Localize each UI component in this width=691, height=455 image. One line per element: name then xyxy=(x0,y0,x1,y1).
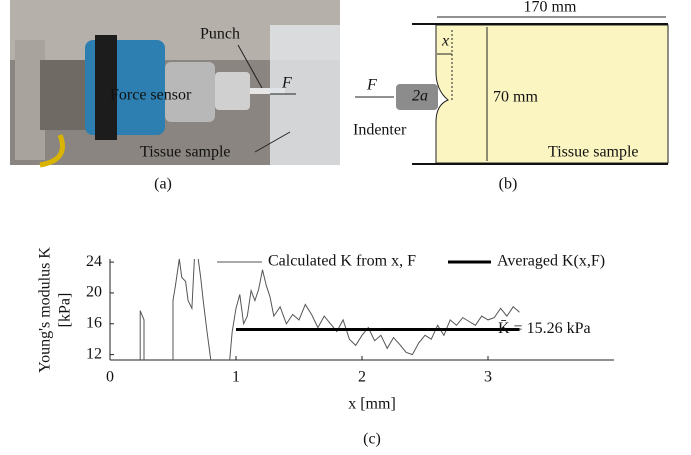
y-label: Young's modulus K xyxy=(37,247,54,373)
y-tick-label: 24 xyxy=(86,253,102,270)
legend-label: Calculated K from x, F xyxy=(268,253,416,270)
caption: (c) xyxy=(363,431,381,448)
photo-label: Tissue sample xyxy=(140,144,231,161)
x-tick-label: 0 xyxy=(106,369,114,386)
photo-label: F xyxy=(281,75,292,92)
diagram-label: 70 mm xyxy=(493,89,538,106)
annotation: K̄ = 15.26 kPa xyxy=(498,320,591,337)
sample-shape xyxy=(435,24,669,164)
leader xyxy=(254,131,291,153)
x-tick-label: 2 xyxy=(358,369,366,386)
diagram-label: F xyxy=(366,77,377,94)
indenter xyxy=(396,84,438,110)
data-line xyxy=(139,258,520,361)
diagram-label: Indenter xyxy=(353,122,407,139)
x-label: x [mm] xyxy=(348,396,396,413)
diagram-label: x xyxy=(441,33,449,50)
photo-label: Force sensor xyxy=(110,87,192,104)
legend-label: Averaged K(x,F) xyxy=(497,253,605,270)
leader xyxy=(237,44,263,89)
diagram-label: 2a xyxy=(412,88,428,105)
diagram-label: 170 mm xyxy=(524,0,577,16)
caption: (a) xyxy=(154,176,172,193)
y-tick-label: 16 xyxy=(86,314,102,331)
y-label: [kPa] xyxy=(57,293,74,328)
photo-label: Punch xyxy=(200,26,240,43)
photo xyxy=(10,0,340,168)
caption: (b) xyxy=(499,176,518,193)
x-tick-label: 1 xyxy=(232,369,240,386)
x-tick-label: 3 xyxy=(484,369,492,386)
y-tick-label: 20 xyxy=(86,284,102,301)
diagram-label: Tissue sample xyxy=(548,144,639,161)
y-tick-label: 12 xyxy=(86,345,102,362)
